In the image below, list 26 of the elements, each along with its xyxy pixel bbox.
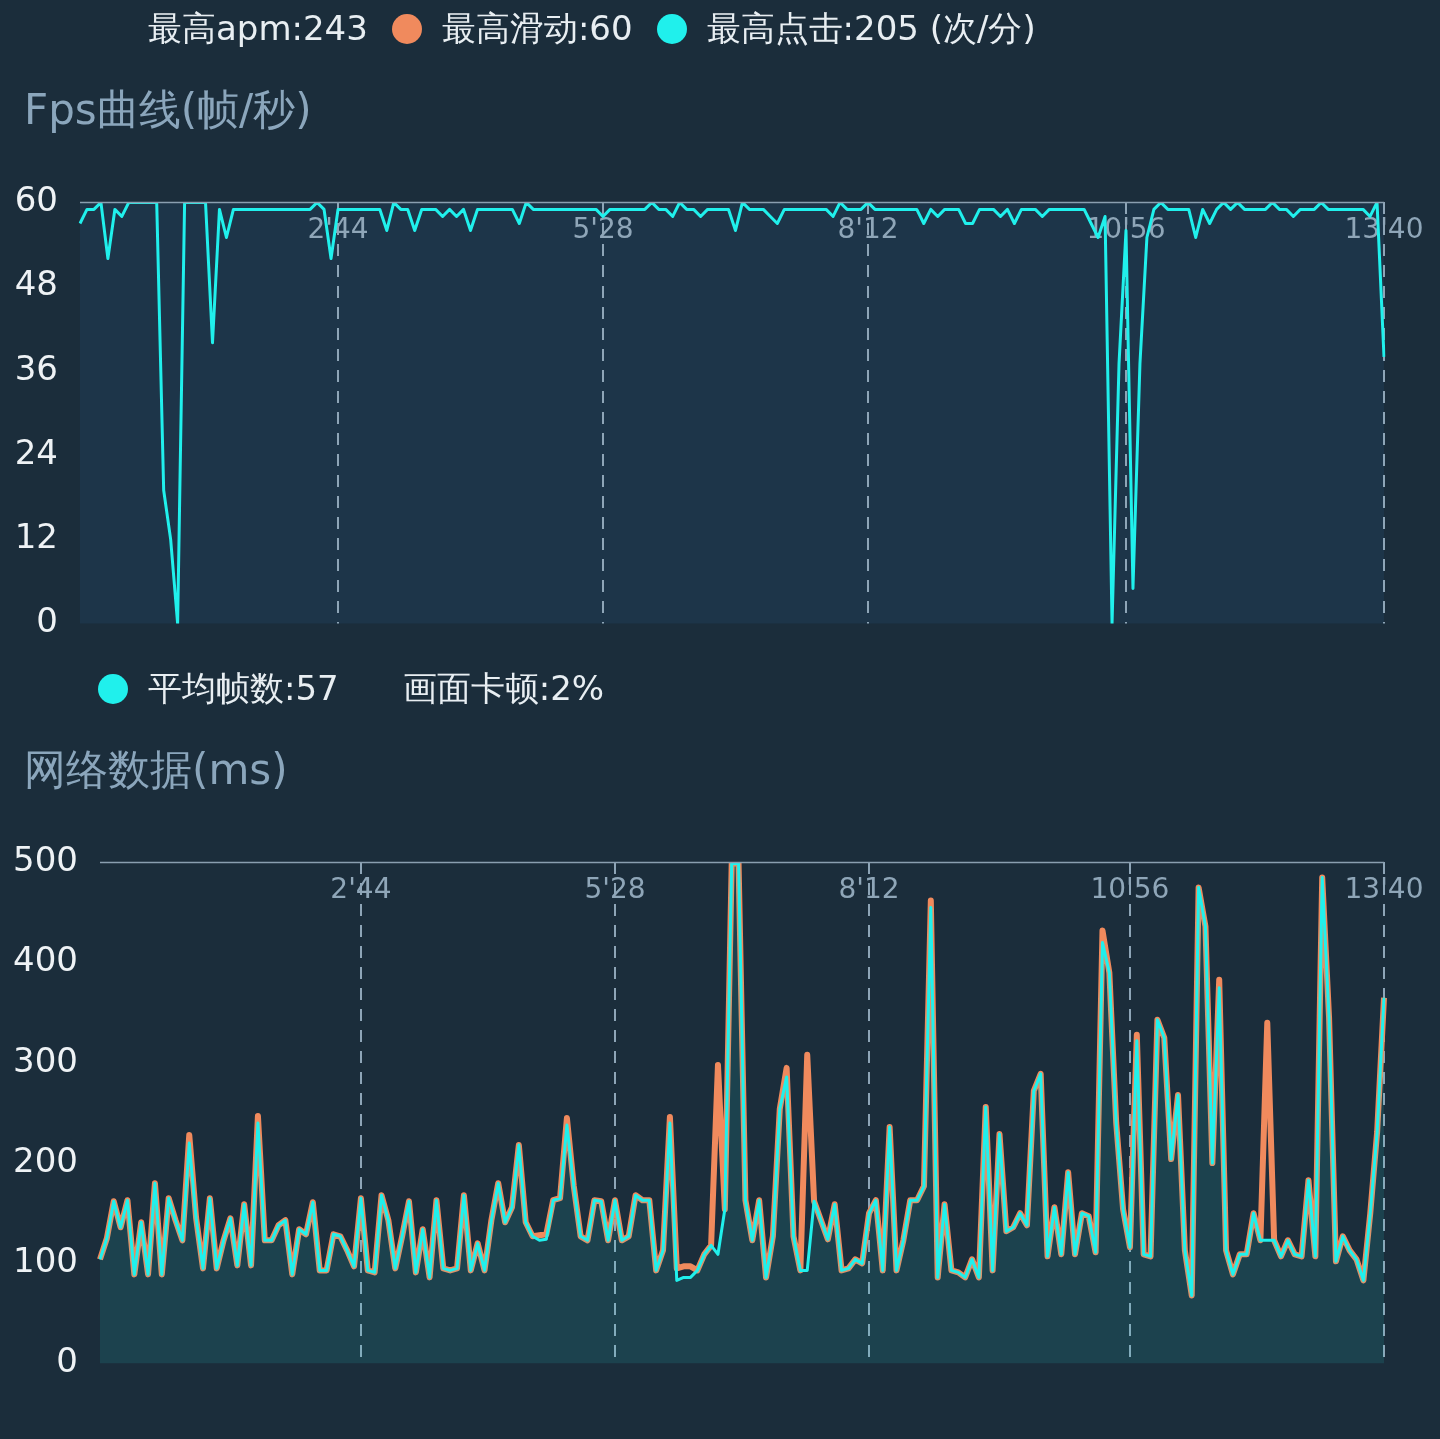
y-tick-label: 12	[14, 516, 58, 557]
text: 平均帧数:57	[148, 667, 339, 710]
y-tick-label: 60	[14, 179, 58, 220]
chart-title: Fps曲线(帧/秒)	[23, 84, 313, 136]
y-tick-label: 300	[13, 1039, 78, 1080]
x-tick-label: 8'12	[837, 212, 899, 246]
x-tick-label: 5'28	[572, 212, 634, 246]
y-tick-label: 48	[14, 263, 58, 304]
chart-title: 网络数据(ms)	[23, 744, 289, 796]
y-tick-label: 0	[36, 600, 58, 641]
text: 最高滑动:60	[441, 7, 633, 50]
y-tick-label: 24	[14, 431, 58, 472]
y-tick-label: 500	[13, 839, 78, 880]
x-tick-label: 13'40	[1344, 872, 1424, 906]
y-tick-label: 200	[13, 1139, 78, 1180]
text: 最高apm:243	[148, 7, 368, 50]
x-tick-label: 2'44	[330, 872, 392, 906]
text: 最高点击:205 (次/分)	[706, 7, 1036, 50]
x-tick-label: 5'28	[584, 872, 646, 906]
y-tick-label: 100	[13, 1240, 78, 1281]
y-tick-label: 0	[56, 1340, 78, 1381]
x-tick-label: 8'12	[838, 872, 900, 906]
text: 画面卡顿:2%	[402, 667, 605, 710]
y-tick-label: 36	[14, 347, 58, 388]
x-tick-label: 10'56	[1090, 872, 1170, 906]
y-tick-label: 400	[13, 939, 78, 980]
